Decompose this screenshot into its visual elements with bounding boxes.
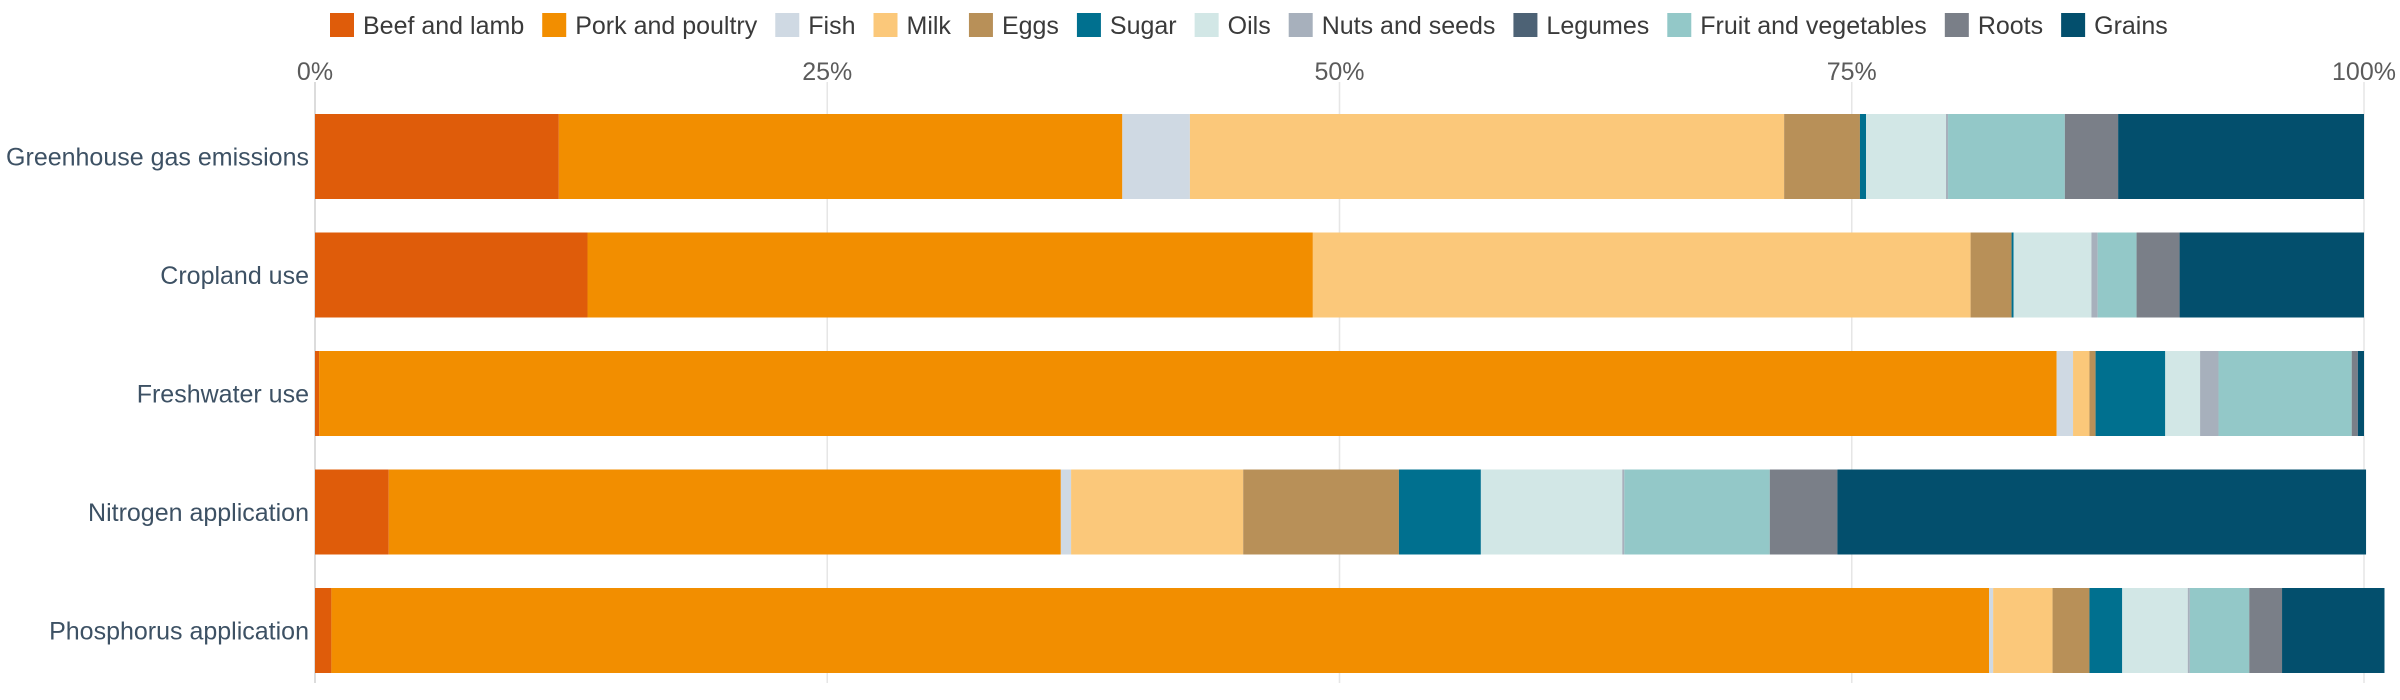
bar-segment xyxy=(331,588,1990,673)
bar-segment xyxy=(2091,232,2098,318)
legend-swatch xyxy=(1944,13,1969,37)
bar-segment xyxy=(315,469,389,555)
x-tick-label: 100% xyxy=(2332,58,2396,86)
legend-swatch xyxy=(330,13,354,37)
bar-segment xyxy=(2249,588,2283,673)
bar-segment xyxy=(2189,588,2250,673)
x-axis: 0% 25% 50% 75% 100% xyxy=(297,58,2396,86)
bar-segment xyxy=(1243,469,1399,555)
bar-segment xyxy=(2200,351,2219,436)
bar-segment xyxy=(558,114,1123,199)
bar-segment xyxy=(1948,114,2065,199)
bar-segment xyxy=(1946,114,1949,199)
bar-segment xyxy=(1837,469,2367,555)
bar-segment xyxy=(2089,588,2123,673)
bar-segment xyxy=(1398,469,1481,555)
legend-swatch xyxy=(1667,13,1692,37)
bar-segment xyxy=(2357,351,2364,436)
bar-segment xyxy=(1071,469,1244,555)
bar-segment xyxy=(587,232,1313,318)
legend-label: Legumes xyxy=(1546,12,1649,40)
bars xyxy=(315,114,2385,673)
legend-swatch xyxy=(2061,13,2086,37)
bar-segment xyxy=(2052,588,2090,673)
bar-segment xyxy=(2095,351,2166,436)
y-category-label: Nitrogen application xyxy=(88,499,309,527)
bar-segment xyxy=(2011,232,2014,318)
bar-segment xyxy=(315,114,559,199)
bar-segment xyxy=(2136,232,2180,318)
bar-segment xyxy=(2073,351,2090,436)
bar-segment xyxy=(2122,588,2188,673)
legend-swatch xyxy=(1194,13,1219,37)
bar-segment xyxy=(315,232,588,318)
x-tick-label: 0% xyxy=(297,58,333,86)
x-tick-label: 50% xyxy=(1314,58,1364,86)
bar-segment xyxy=(1480,469,1623,555)
bar-segment xyxy=(1970,232,2012,318)
bar-segment xyxy=(2056,351,2074,436)
bar-segment xyxy=(1624,469,1770,555)
y-category-label: Greenhouse gas emissions xyxy=(6,144,309,172)
bar-segment xyxy=(1859,114,1867,199)
legend-swatch xyxy=(1513,13,1538,37)
x-tick-label: 25% xyxy=(802,58,852,86)
bar-segment xyxy=(315,588,332,673)
bar-segment xyxy=(2097,232,2137,318)
bar-segment xyxy=(319,351,2057,436)
bar-segment xyxy=(2013,232,2092,318)
legend-label: Grains xyxy=(2094,12,2168,40)
bar-segment xyxy=(2351,351,2358,436)
bar-segment xyxy=(388,469,1061,555)
bar-segment xyxy=(2165,351,2201,436)
bar-segment xyxy=(2282,588,2385,673)
bar-segment xyxy=(1866,114,1947,199)
legend-label: Nuts and seeds xyxy=(1322,12,1496,40)
legend-label: Fish xyxy=(808,12,855,40)
bar-segment xyxy=(2218,351,2352,436)
bar-segment xyxy=(2118,114,2364,199)
bar-segment xyxy=(2179,232,2364,318)
bar-segment xyxy=(1312,232,1971,318)
legend-label: Oils xyxy=(1228,12,1271,40)
bar-segment xyxy=(1784,114,1860,199)
y-category-label: Phosphorus application xyxy=(49,618,309,646)
legend-label: Eggs xyxy=(1002,12,1059,40)
bar-segment xyxy=(1622,469,1625,555)
legend-swatch xyxy=(775,13,800,37)
legend-label: Fruit and vegetables xyxy=(1700,12,1927,40)
legend-label: Beef and lamb xyxy=(363,12,524,40)
legend-label: Roots xyxy=(1978,12,2043,40)
legend-swatch xyxy=(968,13,993,37)
bar-segment xyxy=(2187,588,2190,673)
legend-swatch xyxy=(1076,13,1101,37)
legend-label: Sugar xyxy=(1110,12,1177,40)
bar-segment xyxy=(1989,588,1994,673)
bar-segment xyxy=(1122,114,1190,199)
legend-swatch xyxy=(873,13,898,37)
bar-segment xyxy=(2064,114,2119,199)
y-category-label: Cropland use xyxy=(160,262,309,290)
legend-swatch xyxy=(542,13,567,37)
bar-segment xyxy=(1769,469,1838,555)
bar-segment xyxy=(1060,469,1072,555)
y-axis: Greenhouse gas emissions Cropland use Fres… xyxy=(6,144,309,646)
bar-segment xyxy=(315,351,320,436)
legend-label: Pork and poultry xyxy=(575,12,758,40)
legend-swatch xyxy=(1288,13,1313,37)
bar-segment xyxy=(2089,351,2096,436)
legend-label: Milk xyxy=(907,12,952,40)
x-tick-label: 75% xyxy=(1827,58,1877,86)
bar-segment xyxy=(1189,114,1785,199)
y-category-label: Freshwater use xyxy=(137,381,309,409)
legend: Beef and lamb Pork and poultry Fish Milk Egg… xyxy=(330,12,2168,40)
bar-segment xyxy=(1993,588,2053,673)
